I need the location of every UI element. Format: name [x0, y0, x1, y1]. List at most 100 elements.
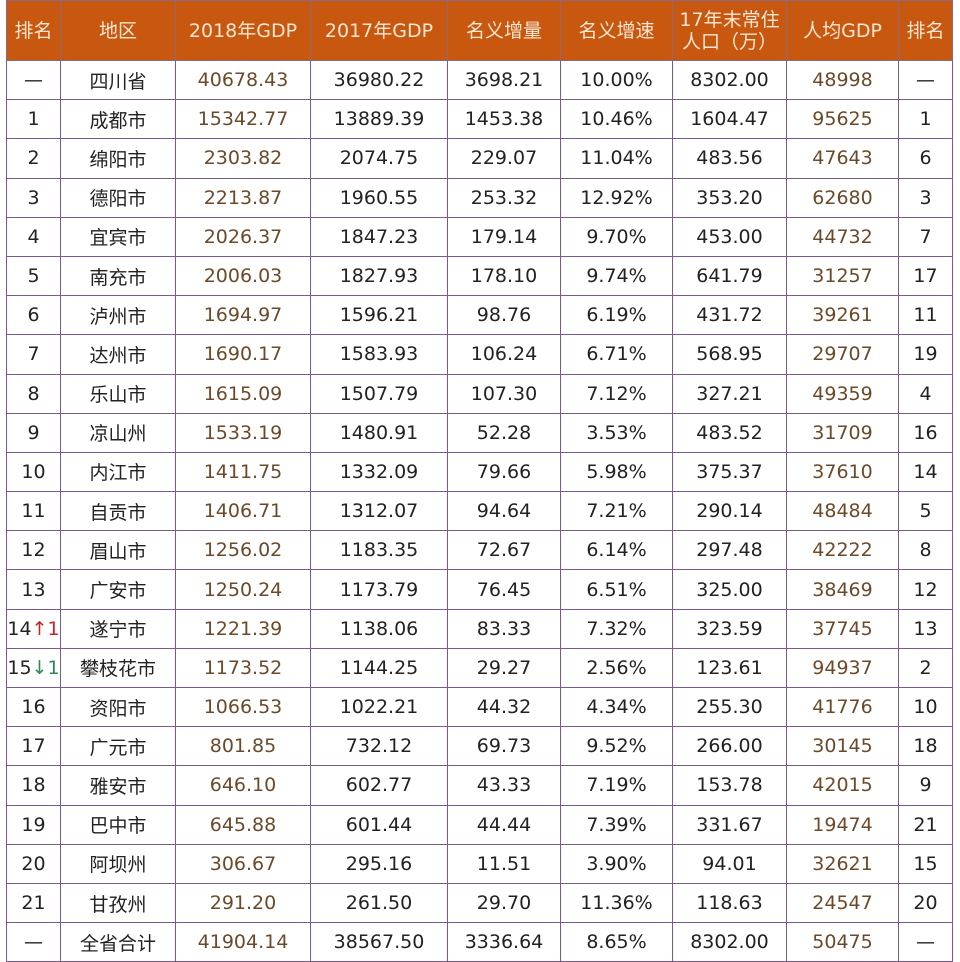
region-cell: 自贡市: [60, 491, 176, 532]
table-row: 16 资阳市 1066.53 1022.21 44.32 4.34% 255.30 41776…: [6, 686, 953, 728]
nominal-increase-cell: 107.30: [447, 373, 561, 414]
gdp-2018-cell: 1256.02: [175, 530, 311, 571]
table-row: 4 宜宾市 2026.37 1847.23 179.14 9.70% 453.00 44732…: [6, 216, 953, 257]
rank-cell: 20: [6, 843, 61, 884]
gdp-2018-cell: 1615.09: [175, 373, 311, 414]
nominal-growth-cell: 6.19%: [560, 295, 673, 336]
gdp-2017-cell: 1183.35: [310, 530, 448, 571]
rank: 9: [27, 421, 40, 444]
gdp-per-capita-cell: 42015: [786, 765, 899, 806]
gdp-2017-cell: 1827.93: [310, 255, 448, 297]
nominal-growth-cell: 10.46%: [560, 99, 673, 140]
table-row: 21 甘孜州 291.20 261.50 29.70 11.36% 118.63 24547 2…: [6, 882, 953, 924]
nominal-growth-cell: 11.36%: [560, 882, 673, 924]
gdp-2017-cell: 1480.91: [310, 412, 448, 453]
column-header: 名义增速: [560, 0, 673, 61]
nominal-increase-cell: 72.67: [447, 530, 561, 571]
rank: 5: [27, 265, 40, 288]
region-cell: 泸州市: [60, 295, 176, 336]
gdp-per-capita-cell: 62680: [786, 177, 899, 218]
region-cell: 绵阳市: [60, 138, 176, 179]
gdp-per-capita-cell: 37610: [786, 451, 899, 493]
gdp-2017-cell: 1173.79: [310, 569, 448, 610]
rank: 15: [7, 656, 32, 679]
rank-cell: 3: [6, 177, 61, 218]
nominal-growth-cell: 10.00%: [560, 59, 673, 101]
nominal-growth-cell: 7.12%: [560, 373, 673, 414]
table-row: 1 成都市 15342.77 13889.39 1453.38 10.46% 1604.47…: [6, 99, 953, 140]
region-cell: 达州市: [60, 334, 176, 375]
gdp-2018-cell: 1411.75: [175, 451, 311, 493]
rank: 3: [27, 186, 40, 209]
gdp-2018-cell: 2303.82: [175, 138, 311, 179]
gdp-per-capita-cell: 32621: [786, 843, 899, 884]
per-capita-rank-cell: 18: [898, 726, 953, 767]
column-header: 名义增量: [447, 0, 561, 61]
per-capita-rank-cell: 7: [898, 216, 953, 257]
gdp-2017-cell: 732.12: [310, 726, 448, 767]
rank-cell: 11: [6, 491, 61, 532]
nominal-increase-cell: 69.73: [447, 726, 561, 767]
gdp-per-capita-cell: 49359: [786, 373, 899, 414]
column-header: 排名: [898, 0, 953, 61]
rank-cell: 16: [6, 686, 61, 728]
nominal-increase-cell: 178.10: [447, 255, 561, 297]
nominal-increase-cell: 98.76: [447, 295, 561, 336]
rank-cell: 17: [6, 726, 61, 767]
nominal-increase-cell: 83.33: [447, 608, 561, 649]
per-capita-rank-cell: 15: [898, 843, 953, 884]
gdp-per-capita-cell: 37745: [786, 608, 899, 649]
rank-cell: 18: [6, 765, 61, 806]
table-row: 15↓1 攀枝花市 1173.52 1144.25 29.27 2.56% 123.61 94…: [6, 647, 953, 689]
rank-change: ↑1: [31, 617, 60, 640]
gdp-per-capita-cell: 95625: [786, 99, 899, 140]
rank-cell: 1: [6, 99, 61, 140]
gdp-2018-cell: 1066.53: [175, 686, 311, 728]
region-cell: 德阳市: [60, 177, 176, 218]
population-cell: 8302.00: [672, 922, 787, 962]
region-cell: 广元市: [60, 726, 176, 767]
per-capita-rank-cell: 21: [898, 804, 953, 845]
nominal-growth-cell: 7.19%: [560, 765, 673, 806]
rank-cell: 10: [6, 451, 61, 493]
population-cell: 483.52: [672, 412, 787, 453]
gdp-2017-cell: 1022.21: [310, 686, 448, 728]
table-row: 2 绵阳市 2303.82 2074.75 229.07 11.04% 483.56 4764…: [6, 138, 953, 179]
rank: 10: [21, 460, 46, 483]
region-cell: 南充市: [60, 255, 176, 297]
gdp-2018-cell: 1406.71: [175, 491, 311, 532]
rank: 4: [27, 225, 40, 248]
nominal-increase-cell: 76.45: [447, 569, 561, 610]
gdp-per-capita-cell: 30145: [786, 726, 899, 767]
gdp-2018-cell: 646.10: [175, 765, 311, 806]
gdp-2018-cell: 1250.24: [175, 569, 311, 610]
table-row: — 四川省 40678.43 36980.22 3698.21 10.00% 8302.00…: [6, 59, 953, 101]
per-capita-rank-cell: 14: [898, 451, 953, 493]
nominal-growth-cell: 12.92%: [560, 177, 673, 218]
column-header: 2018年GDP: [175, 0, 311, 61]
table-row: 7 达州市 1690.17 1583.93 106.24 6.71% 568.95 29707…: [6, 334, 953, 375]
gdp-2017-cell: 1138.06: [310, 608, 448, 649]
nominal-increase-cell: 52.28: [447, 412, 561, 453]
region-cell: 广安市: [60, 569, 176, 610]
rank-cell: 2: [6, 138, 61, 179]
gdp-per-capita-cell: 24547: [786, 882, 899, 924]
gdp-2018-cell: 1173.52: [175, 647, 311, 689]
nominal-growth-cell: 3.90%: [560, 843, 673, 884]
gdp-2017-cell: 13889.39: [310, 99, 448, 140]
rank-cell: 13: [6, 569, 61, 610]
table-row: 8 乐山市 1615.09 1507.79 107.30 7.12% 327.21 49359…: [6, 373, 953, 414]
nominal-growth-cell: 6.51%: [560, 569, 673, 610]
rank-cell: —: [6, 922, 61, 962]
gdp-2017-cell: 295.16: [310, 843, 448, 884]
population-cell: 327.21: [672, 373, 787, 414]
rank: —: [24, 931, 43, 954]
gdp-per-capita-cell: 19474: [786, 804, 899, 845]
table-row: 20 阿坝州 306.67 295.16 11.51 3.90% 94.01 32621 15: [6, 843, 953, 884]
per-capita-rank-cell: 4: [898, 373, 953, 414]
gdp-2018-cell: 801.85: [175, 726, 311, 767]
rank: 8: [27, 382, 40, 405]
gdp-2017-cell: 36980.22: [310, 59, 448, 101]
gdp-2018-cell: 1221.39: [175, 608, 311, 649]
region-cell: 甘孜州: [60, 882, 176, 924]
